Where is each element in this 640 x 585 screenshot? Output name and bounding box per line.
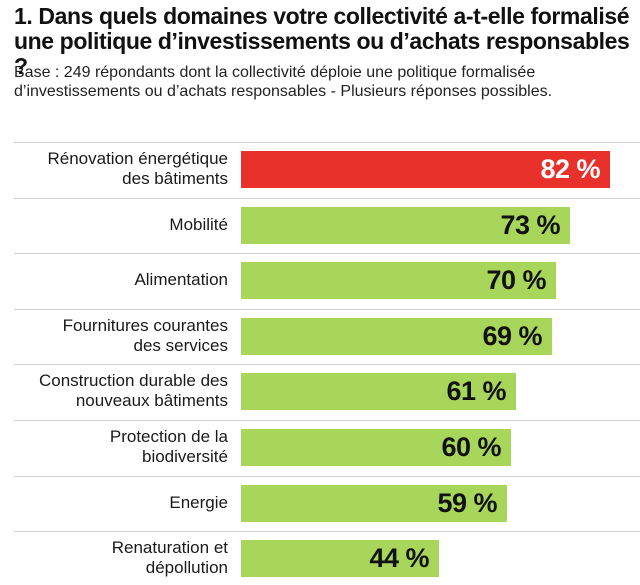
value-label: 61 %	[446, 376, 506, 406]
row-separator	[14, 364, 640, 365]
category-label-text: Rénovation énergétique des bâtiments	[47, 149, 228, 188]
chart-row: Fournitures courantes des services 69 %	[0, 309, 640, 363]
chart-row: Construction durable des nouveaux bâtimen…	[0, 364, 640, 418]
value-label: 73 %	[500, 210, 560, 240]
row-separator	[14, 198, 640, 199]
category-label: Alimentation	[14, 253, 228, 307]
category-label-text: Energie	[169, 493, 228, 512]
chart-row: Renaturation et dépollution 44 %	[0, 531, 640, 585]
value-label: 69 %	[482, 321, 542, 351]
row-separator	[14, 531, 640, 532]
category-label: Mobilité	[14, 198, 228, 252]
bar	[241, 540, 439, 577]
bar	[241, 485, 507, 522]
category-label-text: Renaturation et dépollution	[111, 538, 228, 577]
category-label: Protection de la biodiversité	[14, 420, 228, 474]
chart-title: 1. Dans quels domaines votre collectivit…	[14, 3, 630, 79]
chart-row: Alimentation 70 %	[0, 253, 640, 307]
bar	[241, 207, 570, 244]
category-label: Renaturation et dépollution	[14, 531, 228, 585]
chart-row: Protection de la biodiversité 60 %	[0, 420, 640, 474]
value-label: 70 %	[486, 265, 546, 295]
category-label-text: Fournitures courantes des services	[62, 316, 228, 355]
category-label-text: Construction durable des nouveaux bâtimen…	[38, 371, 228, 410]
category-label: Rénovation énergétique des bâtiments	[14, 142, 228, 196]
bar	[241, 318, 552, 355]
category-label-text: Mobilité	[169, 215, 228, 234]
category-label-text: Protection de la biodiversité	[109, 427, 228, 466]
chart-subtitle: Base : 249 répondants dont la collectivi…	[14, 64, 553, 100]
value-label: 82 %	[540, 154, 600, 184]
row-separator	[14, 253, 640, 254]
value-label: 60 %	[441, 432, 501, 462]
category-label: Fournitures courantes des services	[14, 309, 228, 363]
value-label: 44 %	[369, 543, 429, 573]
chart-row: Rénovation énergétique des bâtiments 82 %	[0, 142, 640, 196]
category-label: Energie	[14, 476, 228, 530]
bar	[241, 373, 516, 410]
category-label-text: Alimentation	[134, 270, 228, 289]
row-separator	[14, 309, 640, 310]
bar	[241, 151, 610, 188]
category-label: Construction durable des nouveaux bâtimen…	[14, 364, 228, 418]
row-separator	[14, 142, 640, 143]
bar	[241, 429, 511, 466]
row-separator	[14, 476, 640, 477]
bar	[241, 262, 556, 299]
chart-row: Energie 59 %	[0, 476, 640, 530]
chart-row: Mobilité 73 %	[0, 198, 640, 252]
row-separator	[14, 420, 640, 421]
value-label: 59 %	[437, 488, 497, 518]
